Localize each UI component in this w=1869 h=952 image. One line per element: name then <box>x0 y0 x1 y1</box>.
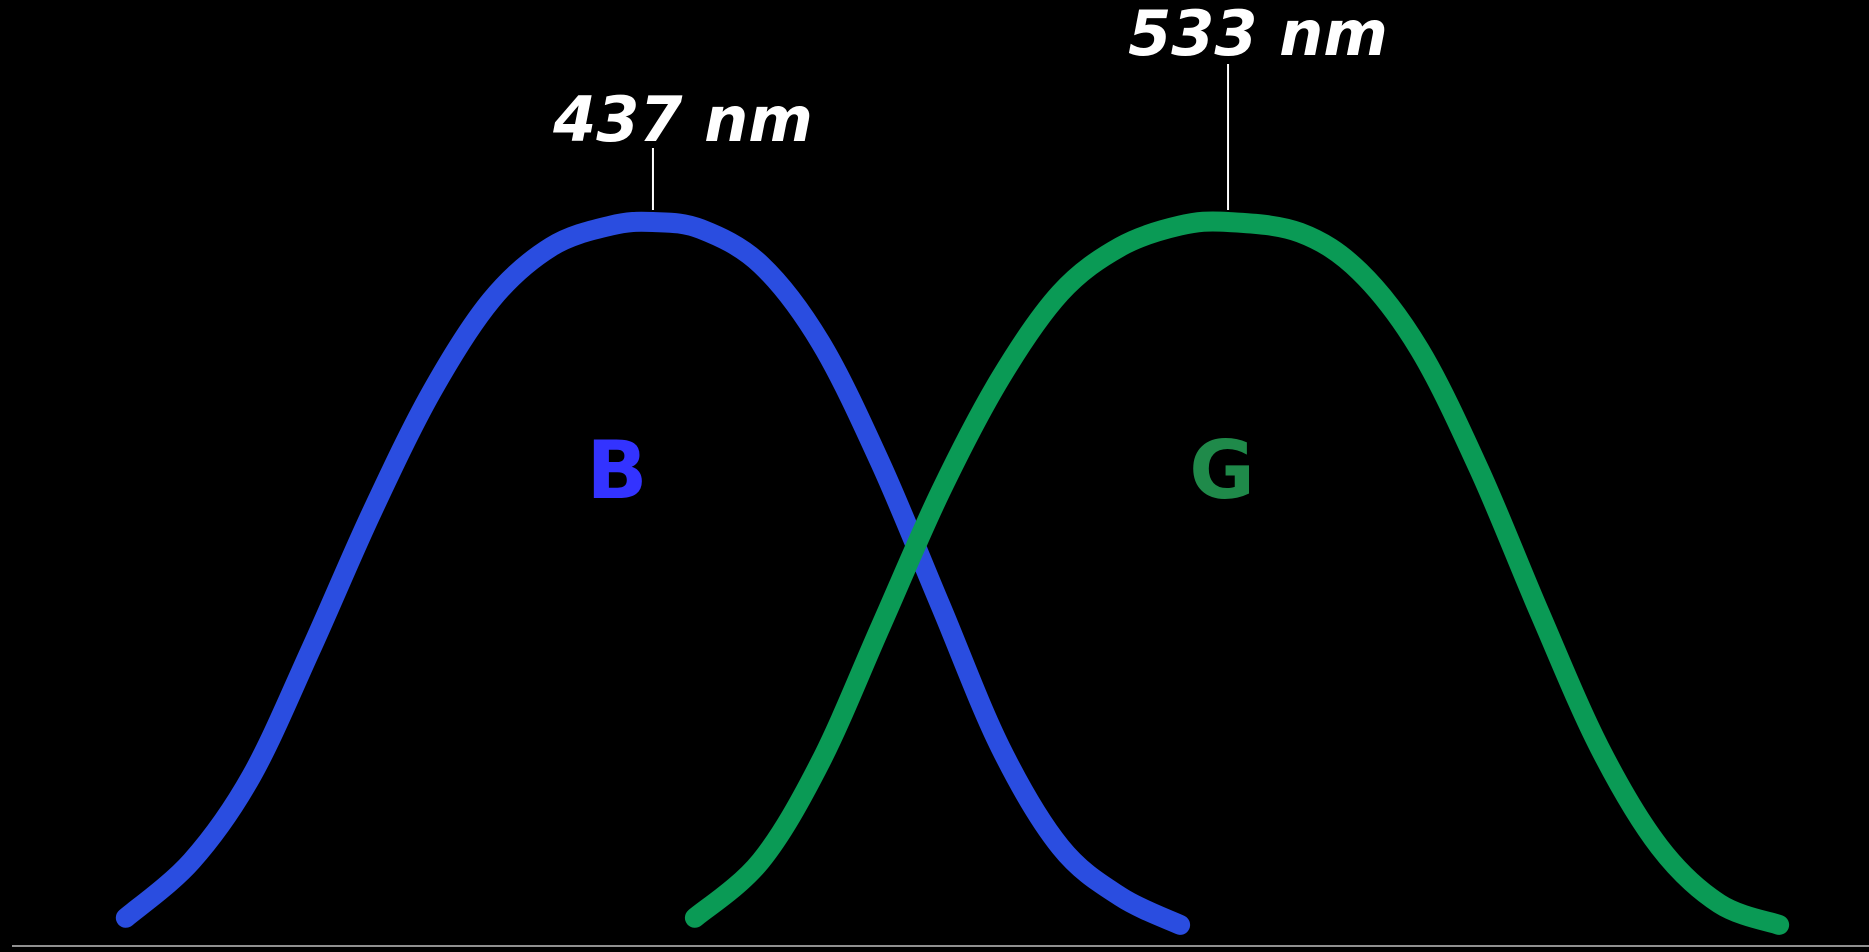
series-b-point <box>760 264 762 266</box>
series-g-point <box>1299 232 1301 234</box>
series-g-point <box>1059 292 1061 294</box>
series-b-point <box>550 246 552 248</box>
series-b-point <box>610 225 612 227</box>
series-b-point <box>311 647 313 649</box>
series-label-b: B <box>586 424 647 517</box>
series-g-point <box>1778 924 1780 926</box>
series-g-point <box>820 761 822 763</box>
series-b-point <box>125 917 127 919</box>
series-g: 533 nm G <box>684 0 1790 935</box>
series-b-point <box>1179 924 1181 926</box>
series-g-point <box>694 917 696 919</box>
series-b-point <box>940 604 942 606</box>
peak-label-b: 437 nm <box>552 83 813 156</box>
series-b-point <box>370 512 372 514</box>
series-g-point <box>1119 246 1121 248</box>
series-g-point <box>1359 271 1361 273</box>
series-b-point <box>1059 846 1061 848</box>
series-layer: 437 nm B 533 nm G <box>115 0 1790 935</box>
series-b-point <box>820 342 822 344</box>
series-g-point <box>880 626 882 628</box>
series-b-point <box>490 299 492 301</box>
series-g-point <box>760 860 762 862</box>
series-g-point <box>1179 225 1181 227</box>
series-b: 437 nm B <box>115 83 1191 935</box>
series-g-point <box>999 377 1001 379</box>
series-b-point <box>1119 896 1121 898</box>
series-b-point <box>191 860 193 862</box>
series-g-point <box>940 491 942 493</box>
series-g-point <box>1718 903 1720 905</box>
series-b-point <box>880 462 882 464</box>
series-b-point <box>700 228 702 230</box>
series-g-point <box>1598 746 1600 748</box>
series-b-point <box>430 391 432 393</box>
series-g-point <box>1658 846 1660 848</box>
series-g-point <box>1539 612 1541 614</box>
series-b-point <box>999 746 1001 748</box>
series-label-g: G <box>1189 424 1255 517</box>
series-g-point <box>1479 470 1481 472</box>
series-g-curve <box>684 211 1790 935</box>
series-b-point <box>652 221 654 223</box>
series-g-point <box>1227 221 1229 223</box>
series-b-curve <box>115 211 1191 935</box>
peak-label-g: 533 nm <box>1128 0 1388 70</box>
series-g-point <box>1419 349 1421 351</box>
series-b-point <box>251 775 253 777</box>
